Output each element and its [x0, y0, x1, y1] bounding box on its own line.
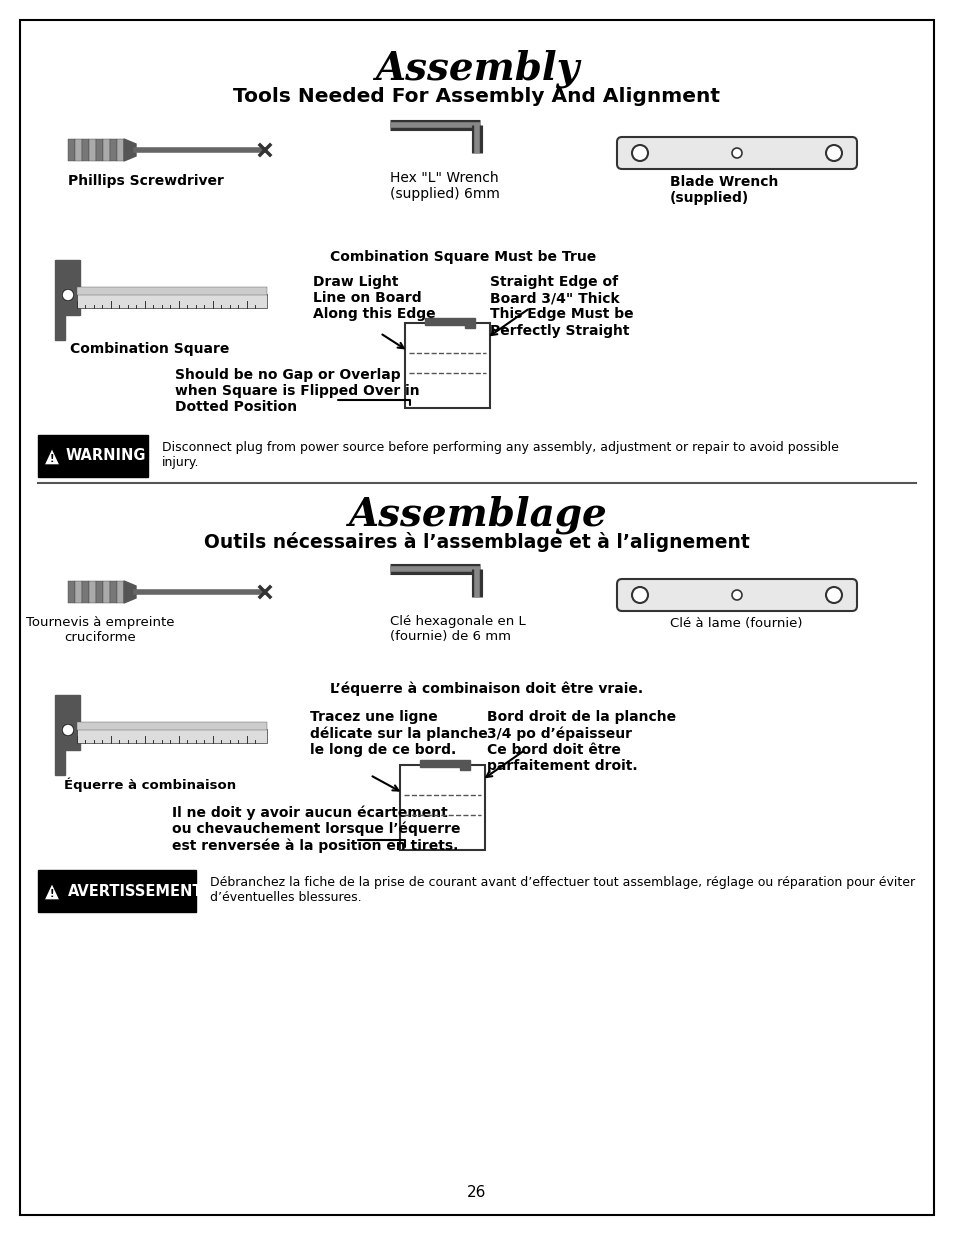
Bar — [38, 435, 148, 477]
Text: Phillips Screwdriver: Phillips Screwdriver — [68, 174, 224, 188]
Text: Bord droit de la planche
3/4 po d’épaisseur
Ce bord doit être
parfaitement droit: Bord droit de la planche 3/4 po d’épaiss… — [486, 710, 676, 773]
Polygon shape — [55, 695, 80, 776]
Bar — [75, 580, 82, 603]
Bar — [103, 140, 110, 161]
Bar — [89, 580, 96, 603]
Text: AVERTISSEMENT: AVERTISSEMENT — [68, 883, 203, 899]
Bar — [68, 140, 75, 161]
Bar — [117, 580, 124, 603]
Polygon shape — [44, 883, 60, 900]
Text: Tournevis à empreinte
cruciforme: Tournevis à empreinte cruciforme — [26, 616, 174, 643]
Bar — [77, 294, 267, 308]
Circle shape — [825, 587, 841, 603]
Text: Blade Wrench
(supplied): Blade Wrench (supplied) — [669, 175, 778, 205]
FancyBboxPatch shape — [617, 137, 856, 169]
Polygon shape — [419, 760, 470, 769]
Text: Should be no Gap or Overlap
when Square is Flipped Over in
Dotted Position: Should be no Gap or Overlap when Square … — [174, 368, 419, 415]
Bar — [75, 140, 82, 161]
Text: Draw Light
Line on Board
Along this Edge: Draw Light Line on Board Along this Edge — [313, 275, 436, 321]
Polygon shape — [44, 448, 60, 466]
Bar — [89, 140, 96, 161]
Bar — [82, 580, 89, 603]
Bar — [110, 140, 117, 161]
Polygon shape — [55, 261, 80, 340]
Bar — [77, 287, 267, 295]
Bar — [110, 580, 117, 603]
Text: Équerre à combinaison: Équerre à combinaison — [64, 777, 235, 792]
Text: Clé hexagonale en L
(fournie) de 6 mm: Clé hexagonale en L (fournie) de 6 mm — [390, 615, 525, 643]
Text: Tools Needed For Assembly And Alignment: Tools Needed For Assembly And Alignment — [233, 86, 720, 106]
Bar — [68, 580, 75, 603]
Bar — [117, 140, 124, 161]
Circle shape — [825, 144, 841, 161]
Bar — [399, 764, 484, 850]
Text: Clé à lame (fournie): Clé à lame (fournie) — [669, 618, 801, 630]
Text: Combination Square Must be True: Combination Square Must be True — [330, 249, 596, 264]
Circle shape — [731, 148, 741, 158]
Bar — [405, 324, 490, 408]
Bar — [82, 140, 89, 161]
Text: Hex "L" Wrench
(supplied) 6mm: Hex "L" Wrench (supplied) 6mm — [390, 170, 499, 201]
Text: WARNING: WARNING — [66, 448, 147, 463]
Bar — [96, 140, 103, 161]
Text: !: ! — [50, 454, 54, 464]
Bar — [103, 580, 110, 603]
Polygon shape — [124, 140, 136, 161]
Text: L’équerre à combinaison doit être vraie.: L’équerre à combinaison doit être vraie. — [330, 682, 642, 697]
Text: Disconnect plug from power source before performing any assembly, adjustment or : Disconnect plug from power source before… — [162, 441, 838, 469]
Circle shape — [731, 590, 741, 600]
Text: !: ! — [50, 889, 54, 899]
Text: Assemblage: Assemblage — [347, 495, 606, 534]
Polygon shape — [424, 317, 475, 329]
Text: Tracez une ligne
délicate sur la planche
le long de ce bord.: Tracez une ligne délicate sur la planche… — [310, 710, 487, 757]
Text: Assembly: Assembly — [375, 49, 578, 89]
Circle shape — [631, 587, 647, 603]
Circle shape — [62, 289, 74, 301]
FancyBboxPatch shape — [617, 579, 856, 611]
Text: Straight Edge of
Board 3/4" Thick
This Edge Must be
Perfectly Straight: Straight Edge of Board 3/4" Thick This E… — [490, 275, 633, 337]
Circle shape — [631, 144, 647, 161]
Circle shape — [62, 724, 74, 736]
Text: Débranchez la fiche de la prise de courant avant d’effectuer tout assemblage, ré: Débranchez la fiche de la prise de coura… — [210, 876, 914, 904]
Bar — [96, 580, 103, 603]
Polygon shape — [124, 580, 136, 603]
Text: Combination Square: Combination Square — [71, 342, 230, 356]
Text: Outils nécessaires à l’assemblage et à l’alignement: Outils nécessaires à l’assemblage et à l… — [204, 532, 749, 552]
Text: Il ne doit y avoir aucun écartement
ou chevauchement lorsque l’équerre
est renve: Il ne doit y avoir aucun écartement ou c… — [172, 805, 460, 853]
Bar — [38, 869, 195, 911]
Bar — [77, 729, 267, 743]
Bar — [77, 722, 267, 730]
Text: 26: 26 — [467, 1186, 486, 1200]
